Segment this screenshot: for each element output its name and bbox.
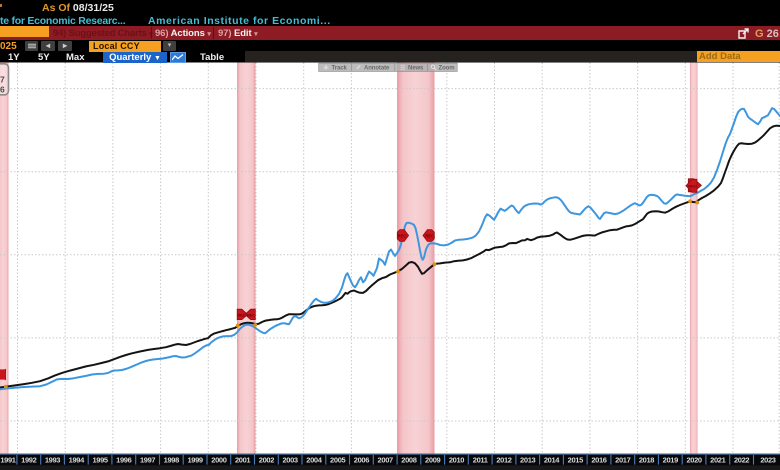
svg-text:REC: REC <box>688 183 697 188</box>
svg-text:2005: 2005 <box>330 455 345 464</box>
svg-text:1994: 1994 <box>69 455 85 464</box>
svg-text:☰: ☰ <box>400 65 405 72</box>
svg-text:2018: 2018 <box>639 455 654 464</box>
svg-text:✙: ✙ <box>324 65 329 72</box>
svg-text:1998: 1998 <box>164 455 179 464</box>
svg-text:2002: 2002 <box>259 455 274 464</box>
svg-text:1997: 1997 <box>140 455 155 464</box>
svg-text:REC: REC <box>247 313 255 317</box>
svg-text:2004: 2004 <box>306 455 322 464</box>
svg-text:2021: 2021 <box>710 455 725 464</box>
svg-text:1991: 1991 <box>0 455 15 464</box>
svg-text:1995: 1995 <box>92 455 107 464</box>
svg-text:2013: 2013 <box>520 455 535 464</box>
svg-text:1999: 1999 <box>187 455 202 464</box>
svg-text:REC: REC <box>237 313 245 317</box>
svg-text:6: 6 <box>0 85 5 95</box>
svg-text:2017: 2017 <box>615 455 630 464</box>
svg-text:2011: 2011 <box>473 455 488 464</box>
svg-text:2016: 2016 <box>591 455 606 464</box>
svg-text:✐: ✐ <box>356 65 361 72</box>
svg-text:1992: 1992 <box>21 455 36 464</box>
svg-text:2014: 2014 <box>544 455 560 464</box>
svg-text:2012: 2012 <box>496 455 511 464</box>
svg-text:2022: 2022 <box>734 455 749 464</box>
svg-text:REC: REC <box>425 233 434 238</box>
svg-text:2000: 2000 <box>211 455 226 464</box>
svg-text:2015: 2015 <box>568 455 583 464</box>
svg-text:2008: 2008 <box>401 455 416 464</box>
svg-text:Track: Track <box>332 66 348 72</box>
svg-text:2001: 2001 <box>235 455 250 464</box>
svg-text:News: News <box>408 66 424 72</box>
svg-text:2019: 2019 <box>663 455 678 464</box>
svg-text:2009: 2009 <box>425 455 440 464</box>
svg-text:1996: 1996 <box>116 455 131 464</box>
svg-text:2007: 2007 <box>378 455 393 464</box>
svg-text:7: 7 <box>0 75 5 85</box>
svg-text:REC: REC <box>398 233 407 238</box>
svg-text:Zoom: Zoom <box>439 66 455 72</box>
svg-text:2020: 2020 <box>686 455 701 464</box>
svg-text:Annotate: Annotate <box>364 66 390 72</box>
svg-text:2023: 2023 <box>760 455 775 464</box>
svg-text:1993: 1993 <box>45 455 60 464</box>
svg-text:2006: 2006 <box>354 455 369 464</box>
svg-text:2010: 2010 <box>449 455 464 464</box>
svg-text:2003: 2003 <box>282 455 297 464</box>
